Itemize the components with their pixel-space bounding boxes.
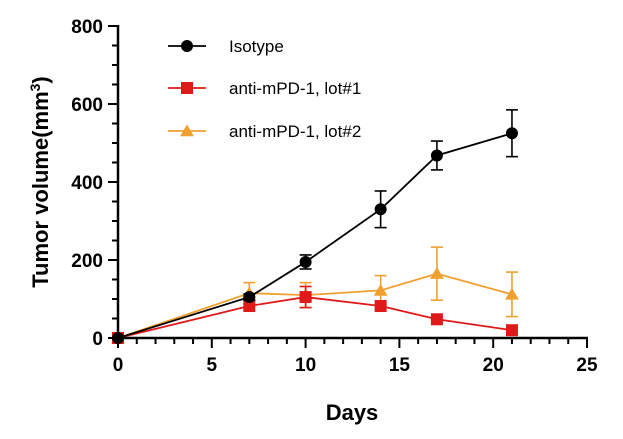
series-1 — [112, 109, 518, 344]
y-tick-label: 0 — [92, 329, 103, 350]
series-line — [117, 272, 513, 339]
series-3 — [111, 246, 519, 344]
axes: 0 5 10 15 20 25 0 200 400 600 800 — [71, 17, 598, 376]
legend: Isotype anti-mPD-1, lot#1 anti-mPD-1, lot#… — [168, 37, 361, 141]
x-tick-label: 15 — [389, 355, 411, 376]
y-axis-title-prefix: Tumor volume(mm — [28, 91, 53, 287]
legend-label: anti-mPD-1, lot#1 — [229, 79, 361, 98]
y-axis-title: Tumor volume(mm3) — [27, 76, 53, 288]
legend-label: anti-mPD-1, lot#2 — [229, 122, 361, 141]
data-point — [430, 313, 443, 326]
data-point — [112, 332, 124, 344]
data-point — [243, 300, 256, 313]
x-tick-label: 5 — [207, 355, 218, 376]
data-point — [505, 287, 519, 300]
legend-marker — [180, 124, 194, 137]
data-point — [373, 283, 388, 296]
x-tick-label: 20 — [483, 355, 504, 376]
y-tick-label: 400 — [71, 173, 103, 194]
data-point — [374, 203, 387, 216]
series-line — [117, 296, 513, 339]
data-point — [505, 127, 518, 140]
legend-item-2: anti-mPD-1, lot#1 — [168, 79, 361, 98]
data-point — [243, 291, 256, 304]
legend-marker — [181, 40, 193, 52]
series-layer — [111, 109, 519, 344]
x-tick-label: 0 — [113, 355, 124, 376]
legend-item-3: anti-mPD-1, lot#2 — [168, 122, 361, 141]
data-point — [430, 149, 443, 162]
y-axis-title-sup: 3 — [27, 83, 43, 91]
data-point — [505, 324, 518, 337]
y-tick-label: 600 — [71, 95, 103, 116]
x-axis-title: Days — [326, 400, 379, 425]
x-tick-label: 10 — [295, 355, 316, 376]
legend-item-1: Isotype — [168, 37, 284, 56]
y-tick-label: 800 — [71, 17, 103, 38]
data-point — [430, 267, 444, 279]
data-point — [299, 291, 312, 304]
legend-marker — [181, 82, 193, 94]
legend-label: Isotype — [229, 37, 284, 56]
y-axis-title-suffix: ) — [28, 76, 53, 83]
series-line — [117, 132, 513, 339]
y-tick-label: 200 — [71, 251, 103, 272]
data-point — [374, 300, 387, 313]
data-point — [299, 255, 312, 268]
x-tick-label: 25 — [576, 355, 598, 376]
